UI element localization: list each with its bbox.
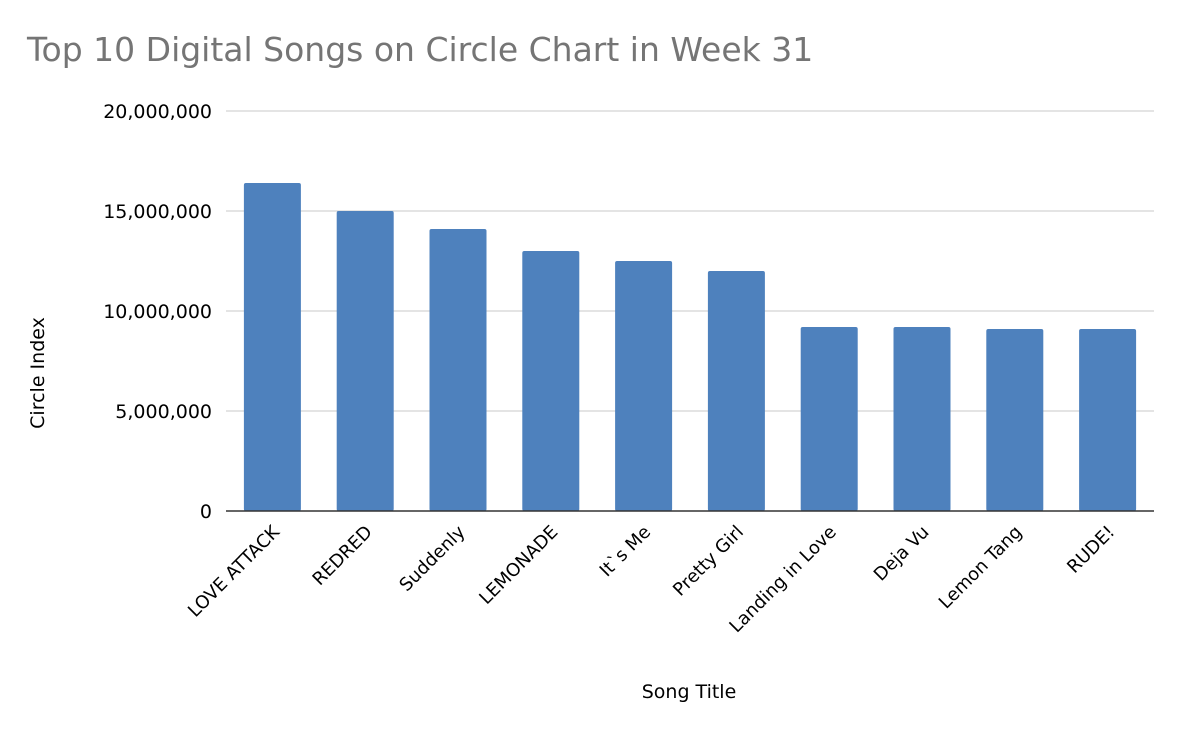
- x-tick-label: Lemon Tang: [935, 522, 1026, 613]
- bar: [1079, 329, 1137, 511]
- x-tick-label: Pretty Girl: [669, 522, 748, 601]
- y-axis-title: Circle Index: [27, 317, 49, 429]
- x-tick-label: REDRED: [309, 522, 377, 590]
- y-tick-label: 20,000,000: [103, 101, 212, 123]
- bar: [522, 251, 580, 511]
- bar: [893, 327, 951, 511]
- x-tick-label: LOVE ATTACK: [184, 521, 285, 622]
- y-tick-label: 10,000,000: [103, 301, 212, 323]
- x-tick-label: Suddenly: [395, 521, 469, 595]
- x-tick-label: It`s Me: [596, 522, 655, 581]
- bar: [707, 271, 765, 511]
- y-tick-label: 15,000,000: [103, 201, 212, 223]
- y-tick-label: 5,000,000: [115, 401, 212, 423]
- bar: [800, 327, 858, 511]
- chart-title: Top 10 Digital Songs on Circle Chart in …: [27, 30, 814, 69]
- x-tick-label: RUDE!: [1063, 522, 1119, 578]
- x-tick-label: Deja Vu: [870, 522, 934, 586]
- x-tick-label: LEMONADE: [475, 522, 562, 609]
- bar: [986, 329, 1044, 511]
- bar: [243, 183, 301, 511]
- x-axis-title: Song Title: [642, 681, 737, 703]
- bar: [336, 211, 394, 511]
- bar: [429, 229, 487, 511]
- y-tick-label: 0: [200, 501, 212, 523]
- bar: [615, 261, 673, 511]
